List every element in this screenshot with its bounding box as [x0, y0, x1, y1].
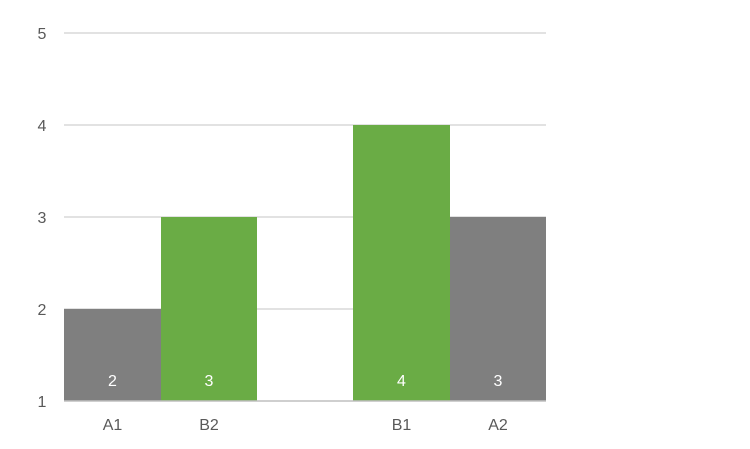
- y-tick-label-2: 2: [38, 302, 47, 319]
- y-tick-label-1: 1: [38, 394, 47, 411]
- bar-b1: [353, 125, 450, 401]
- data-label-a1: 2: [108, 373, 117, 390]
- x-category-label-a1: A1: [103, 417, 123, 434]
- y-tick-label-3: 3: [38, 210, 47, 227]
- x-category-label-b2: B2: [199, 417, 219, 434]
- bar-a1: [64, 309, 161, 401]
- data-labels: 2 3 4 3: [108, 373, 503, 390]
- data-label-b1: 4: [397, 373, 406, 390]
- x-category-label-b1: B1: [392, 417, 412, 434]
- x-axis-category-labels: A1 B2 B1 A2: [103, 417, 508, 434]
- y-tick-label-5: 5: [38, 26, 47, 43]
- data-label-b2: 3: [205, 373, 214, 390]
- y-axis-tick-labels: 1 2 3 4 5: [38, 26, 47, 411]
- bar-a2: [450, 217, 546, 401]
- data-label-a2: 3: [494, 373, 503, 390]
- bars: [64, 125, 546, 401]
- bar-b2: [161, 217, 257, 401]
- x-category-label-a2: A2: [488, 417, 508, 434]
- y-tick-label-4: 4: [38, 118, 47, 135]
